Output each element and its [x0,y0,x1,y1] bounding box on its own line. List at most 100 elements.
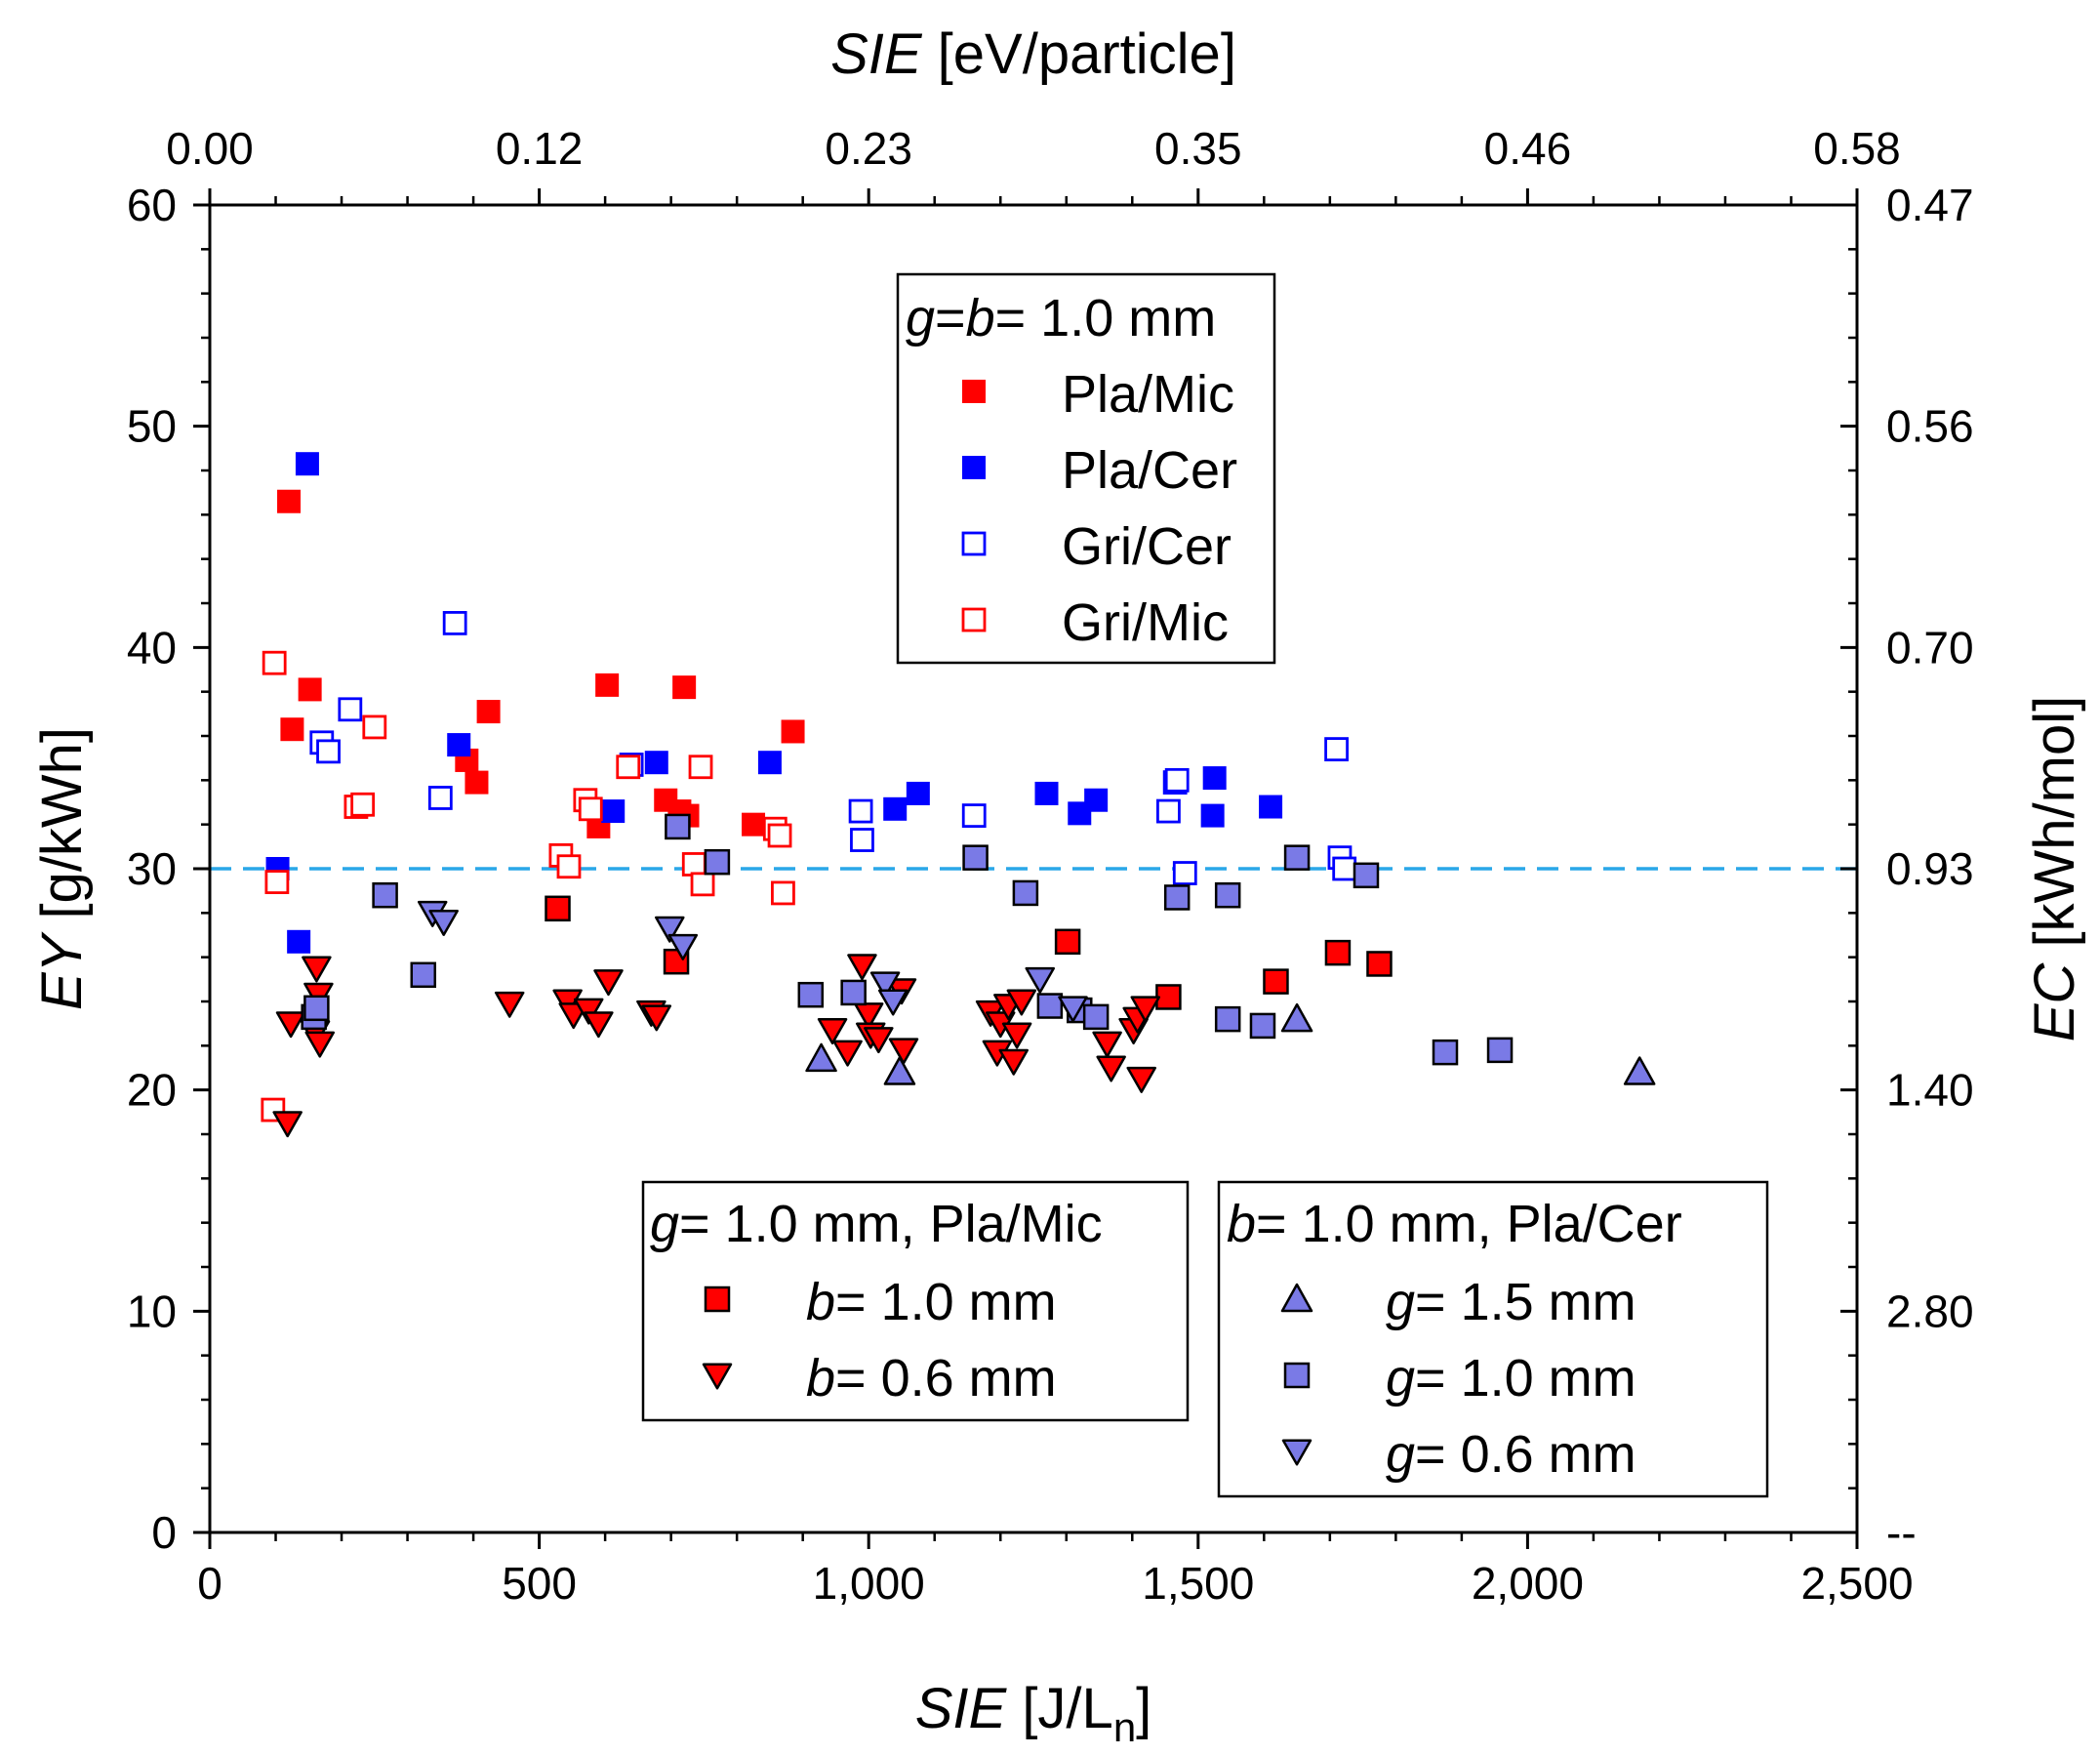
point-gri_mic [556,854,582,879]
legend-label-gri_cer: Gri/Cer [1062,517,1232,576]
legend-marker-gri_mic [961,607,987,633]
point-b06_pla_mic [1096,1055,1126,1082]
series-pla_mic [277,489,805,838]
legend-title: b= 1.0 mm, Pla/Cer [1227,1195,1682,1253]
legends: g=b= 1.0 mmPla/MicPla/CerGri/CerGri/Micg… [641,272,1769,1498]
axis-ticks [193,188,1859,1549]
y-right-tick-label: -- [1886,1507,1917,1558]
point-b06_pla_mic [494,991,525,1018]
series-b10_pla_mic [545,895,1393,1010]
y-right-tick-label: 0.93 [1886,843,1974,894]
point-gri_cer [1164,767,1190,793]
legend-label-b10_pla_mic: b= 1.0 mm [806,1273,1057,1331]
y-right-tick-label: 0.47 [1886,180,1974,230]
point-g10_pla_cer [1353,862,1380,889]
point-b06_pla_mic [552,989,583,1016]
point-g10_pla_cer [1486,1037,1514,1064]
x-bottom-tick-label: 2,500 [1800,1558,1913,1609]
y-right-tick-label: 0.56 [1886,401,1974,452]
legend-box [641,1180,1190,1422]
series-gri_cer [309,611,1357,885]
point-gri_mic [362,714,387,740]
point-gri_mic [690,872,715,897]
point-g06_pla_cer [428,909,459,936]
point-gri_cer [1332,856,1357,881]
x-bottom-tick-label: 1,500 [1142,1558,1254,1609]
legend-marker-g06_pla_cer [1281,1439,1312,1466]
y-right-axis-title: EC [kWh/mol] [2023,696,2086,1042]
x-bottom-axis-title: SIE [J/Ln] [915,1677,1152,1750]
data-points [261,452,1656,1138]
legend-label-pla_mic: Pla/Mic [1062,365,1234,424]
legend-marker-g15_pla_cer [1280,1283,1313,1313]
point-b06_pla_mic [817,1018,848,1045]
point-g10_pla_cer [372,881,398,909]
point-b06_pla_mic [1130,996,1161,1023]
point-g10_pla_cer [665,813,691,840]
legend-marker-pla_mic [962,380,986,403]
point-b10_pla_mic [1263,968,1289,995]
x-top-tick-label: 0.58 [1813,123,1901,174]
point-b06_pla_mic [888,1038,919,1065]
point-pla_cer [447,733,471,757]
point-b06_pla_mic [593,969,624,997]
legend-marker-pla_cer [962,456,986,479]
point-gri_cer [316,739,341,764]
point-g10_pla_cer [1082,1003,1110,1031]
point-b06_pla_mic [998,1048,1029,1076]
series-b06_pla_mic [272,954,1161,1138]
point-b06_pla_mic [1126,1066,1156,1093]
series-pla_cer [265,452,1283,954]
point-gri_mic [771,880,795,906]
point-g10_pla_cer [1214,1005,1241,1033]
point-pla_cer [601,799,626,824]
point-b06_pla_mic [275,1011,306,1039]
y-left-tick-label: 50 [127,401,177,452]
point-g15_pla_cer [1623,1056,1656,1085]
point-gri_mic [350,792,376,817]
point-pla_mic [595,673,620,697]
point-gri_cer [427,786,453,810]
point-b06_pla_mic [1001,1022,1032,1049]
x-bottom-tick-label: 2,000 [1472,1558,1584,1609]
point-g10_pla_cer [840,979,867,1006]
point-b06_pla_mic [853,1002,884,1030]
point-gri_mic [616,755,641,780]
legend-label-g15_pla_cer: g= 1.5 mm [1386,1273,1636,1331]
point-g06_pla_cer [877,989,909,1016]
point-b06_pla_mic [302,956,332,983]
point-g15_pla_cer [883,1056,916,1085]
point-b06_pla_mic [584,1011,614,1039]
y-left-tick-label: 0 [151,1507,177,1558]
point-gri_cer [961,803,987,828]
point-gri_cer [848,798,873,824]
point-pla_mic [781,719,805,744]
point-g10_pla_cer [1283,844,1311,871]
legend-marker-b06_pla_mic [702,1363,733,1390]
point-b10_pla_mic [1366,951,1393,977]
legend-marker-g10_pla_cer [1283,1362,1311,1389]
legend-barrier: b= 1.0 mm, Pla/Cer g= 1.5 mm g= 1.0 mm g= 0… [1217,1180,1769,1498]
point-gri_mic [688,755,713,780]
point-g10_pla_cer [1163,884,1191,911]
point-pla_mic [298,677,322,702]
point-g10_pla_cer [1249,1012,1276,1040]
x-bottom-tick-label: 0 [197,1558,222,1609]
legend-box [896,272,1276,665]
point-b06_pla_mic [864,1027,894,1054]
series-g15_pla_cer [805,1002,1656,1085]
point-pla_cer [1202,766,1227,791]
point-gri_cer [1156,798,1181,824]
point-g10_pla_cer [797,981,825,1008]
legend-label-g10_pla_cer: g= 1.0 mm [1386,1349,1636,1408]
legend-label-gri_mic: Gri/Mic [1062,593,1229,652]
x-top-tick-label: 0.23 [825,123,912,174]
legend-label-g06_pla_cer: g= 0.6 mm [1386,1425,1636,1484]
point-pla_cer [1034,781,1059,805]
point-b06_pla_mic [832,1040,863,1067]
point-g15_pla_cer [805,1042,837,1073]
y-left-tick-label: 10 [127,1286,177,1336]
legend-title: g=b= 1.0 mm [906,289,1216,347]
x-bottom-tick-label: 500 [502,1558,577,1609]
